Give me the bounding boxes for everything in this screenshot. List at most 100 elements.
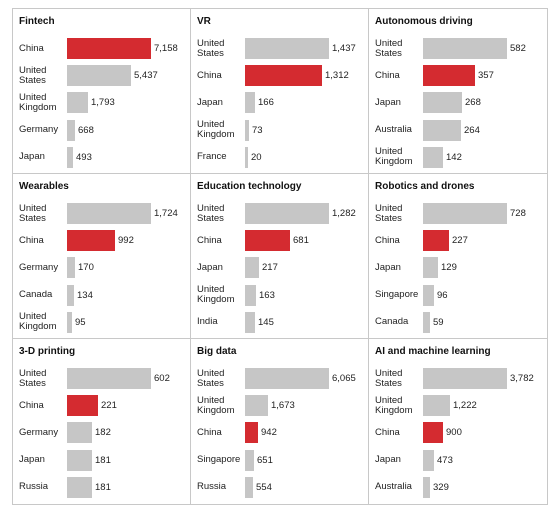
category-label: United States [19, 367, 47, 389]
panel-education-technology: Education technology United States 1,282 Ch… [191, 174, 369, 339]
bar [423, 119, 461, 141]
category-label: Australia [375, 481, 412, 493]
category-label: China [197, 234, 222, 246]
bar [245, 395, 268, 417]
value-label: 217 [262, 262, 278, 274]
category-label: Japan [375, 454, 401, 466]
bar [67, 311, 72, 333]
value-label: 221 [101, 400, 117, 412]
panel-title: Wearables [19, 181, 69, 192]
category-label: United States [375, 202, 403, 224]
bar-row: Japan 166 [191, 90, 368, 115]
bar [245, 257, 259, 279]
value-label: 96 [437, 289, 448, 301]
bar-row: Russia 554 [191, 475, 368, 500]
bar [67, 38, 151, 59]
value-label: 95 [75, 316, 86, 328]
panel-title: VR [197, 16, 211, 27]
bar [245, 230, 290, 252]
bar [67, 203, 151, 224]
bar-row: Australia 264 [369, 118, 547, 143]
category-label: Russia [19, 481, 49, 493]
value-label: 582 [510, 43, 526, 54]
bar-row: United States 5,437 [13, 63, 190, 88]
bar [423, 311, 430, 333]
value-label: 5,437 [134, 70, 158, 82]
panel-big-data: Big data United States 6,065 United Kingdom… [191, 339, 369, 504]
bar-row: United States 1,724 [13, 201, 190, 226]
bar [67, 146, 73, 168]
category-label: United Kingdom [197, 284, 235, 306]
panel-title: 3-D printing [19, 346, 76, 357]
bar-row: United States 6,065 [191, 366, 368, 391]
bar-row: Japan 181 [13, 448, 190, 473]
bar-row: United Kingdom 1,673 [191, 393, 368, 418]
category-label: Canada [375, 316, 409, 328]
category-label: United Kingdom [19, 311, 57, 333]
bar [245, 38, 329, 59]
value-label: 7,158 [154, 43, 178, 54]
value-label: 1,793 [91, 97, 115, 109]
value-label: 129 [441, 262, 457, 274]
value-label: 134 [77, 289, 93, 301]
bar [423, 449, 434, 471]
value-label: 554 [256, 481, 272, 493]
bar [423, 257, 438, 279]
bar [245, 65, 322, 87]
value-label: 59 [433, 316, 444, 328]
bar-row: India 145 [191, 310, 368, 335]
category-label: United States [19, 64, 47, 86]
bar [423, 476, 430, 498]
panel-title: Autonomous driving [375, 16, 473, 27]
value-label: 142 [446, 151, 462, 163]
bar [67, 257, 75, 279]
category-label: Japan [197, 96, 223, 108]
bar [67, 422, 92, 444]
bar-row: China 7,158 [13, 36, 190, 61]
bar-row: Germany 668 [13, 118, 190, 143]
bar-row: France 20 [191, 145, 368, 170]
bar [423, 395, 450, 417]
bar [67, 395, 98, 417]
bar [423, 92, 462, 114]
category-label: United Kingdom [375, 146, 413, 168]
bar-row: Canada 134 [13, 283, 190, 308]
category-label: Germany [19, 261, 59, 273]
bar [423, 284, 434, 306]
panel-wearables: Wearables United States 1,724 China 992 Germa… [13, 174, 191, 339]
value-label: 357 [478, 70, 494, 82]
value-label: 329 [433, 481, 449, 493]
bar-row: Japan 493 [13, 145, 190, 170]
category-label: United Kingdom [375, 394, 413, 416]
category-label: Japan [375, 261, 401, 273]
value-label: 493 [76, 151, 92, 163]
category-label: United States [375, 367, 403, 389]
panel-ai-and-machine-learning: AI and machine learning United States 3,78… [369, 339, 547, 504]
bar-row: Japan 129 [369, 255, 547, 280]
value-label: 20 [251, 151, 262, 163]
panel-3-d-printing: 3-D printing United States 602 China 221 Germ… [13, 339, 191, 504]
category-label: China [19, 42, 44, 54]
value-label: 264 [464, 124, 480, 136]
value-label: 1,673 [271, 400, 295, 412]
bar-row: United Kingdom 142 [369, 145, 547, 170]
panel-title: Big data [197, 346, 237, 357]
bar-row: United States 602 [13, 366, 190, 391]
bar [67, 230, 115, 252]
bar-row: Russia 181 [13, 475, 190, 500]
category-label: China [375, 426, 400, 438]
bar-row: United States 1,282 [191, 201, 368, 226]
category-label: Japan [19, 151, 45, 163]
bar-row: Australia 329 [369, 475, 547, 500]
value-label: 163 [259, 289, 275, 301]
bar [67, 65, 131, 87]
bar-row: China 357 [369, 63, 547, 88]
value-label: 182 [95, 427, 111, 439]
bar-row: United States 3,782 [369, 366, 547, 391]
bar-row: United States 728 [369, 201, 547, 226]
value-label: 942 [261, 427, 277, 439]
bar [245, 203, 329, 224]
bar-row: Japan 217 [191, 255, 368, 280]
bar [245, 92, 255, 114]
category-label: Germany [19, 426, 59, 438]
